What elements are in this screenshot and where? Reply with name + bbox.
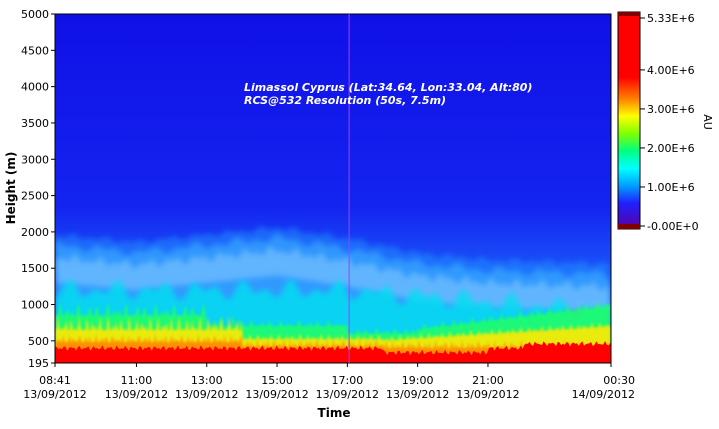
- x-tick-date: 13/09/2012: [316, 388, 379, 401]
- y-tick-label: 500: [28, 335, 49, 348]
- x-tick-time: 11:00: [121, 374, 153, 387]
- x-tick-date: 13/09/2012: [386, 388, 449, 401]
- x-tick-date: 13/09/2012: [23, 388, 86, 401]
- near-surface-red: [55, 341, 611, 363]
- x-axis: 08:4113/09/201211:0013/09/201213:0013/09…: [23, 363, 635, 401]
- resolution-annotation: RCS@532 Resolution (50s, 7.5m): [244, 94, 446, 107]
- colorbar-low-cap: [618, 224, 640, 229]
- colorbar-gradient: [617, 11, 641, 230]
- y-axis-title: Height (m): [4, 152, 18, 225]
- x-tick-time: 21:00: [472, 374, 504, 387]
- y-axis: 195 500 1000 1500 2000 2500 3000 3500 4000 4500 50…: [21, 8, 55, 370]
- colorbar-tick-label: 4.00E+6: [647, 64, 695, 77]
- x-tick-time: 19:00: [402, 374, 434, 387]
- y-tick-label: 2500: [21, 190, 49, 203]
- x-tick-date: 14/09/2012: [572, 388, 635, 401]
- y-tick-label: 2000: [21, 226, 49, 239]
- y-tick-label: 1000: [21, 299, 49, 312]
- plot-area: [55, 14, 611, 363]
- colorbar-tick-label: 1.00E+6: [647, 181, 695, 194]
- y-tick-label: 1500: [21, 262, 49, 275]
- aerosol-layer-bright-band: [55, 246, 611, 312]
- y-tick-label: 4500: [21, 44, 49, 57]
- x-tick-time: 08:41: [39, 374, 71, 387]
- colorbar: -0.00E+0 1.00E+6 2.00E+6 3.00E+6 4.00E+6 5.33…: [617, 11, 714, 233]
- y-tick-label: 3000: [21, 153, 49, 166]
- location-annotation: Limassol Cyprus (Lat:34.64, Lon:33.04, A…: [244, 81, 532, 94]
- y-tick-label: 195: [28, 357, 49, 370]
- x-tick-time: 00:30: [603, 374, 635, 387]
- x-tick-time: 13:00: [191, 374, 223, 387]
- plot-frame: [54, 13, 612, 364]
- y-tick-label: 3500: [21, 117, 49, 130]
- colorbar-high-cap: [618, 12, 640, 16]
- x-tick-time: 17:00: [332, 374, 364, 387]
- x-axis-title: Time: [318, 406, 351, 420]
- y-tick-label: 5000: [21, 8, 49, 21]
- x-tick-date: 13/09/2012: [456, 388, 519, 401]
- x-tick-date: 13/09/2012: [105, 388, 168, 401]
- colorbar-tick-label: 3.00E+6: [647, 103, 695, 116]
- colorbar-tick-label: 5.33E+6: [647, 12, 695, 25]
- x-tick-time: 15:00: [261, 374, 293, 387]
- colorbar-tick-label: -0.00E+0: [647, 220, 699, 233]
- x-tick-date: 13/09/2012: [245, 388, 308, 401]
- colorbar-label: AU: [701, 114, 714, 130]
- y-tick-label: 4000: [21, 81, 49, 94]
- x-tick-date: 13/09/2012: [175, 388, 238, 401]
- colorbar-tick-label: 2.00E+6: [647, 142, 695, 155]
